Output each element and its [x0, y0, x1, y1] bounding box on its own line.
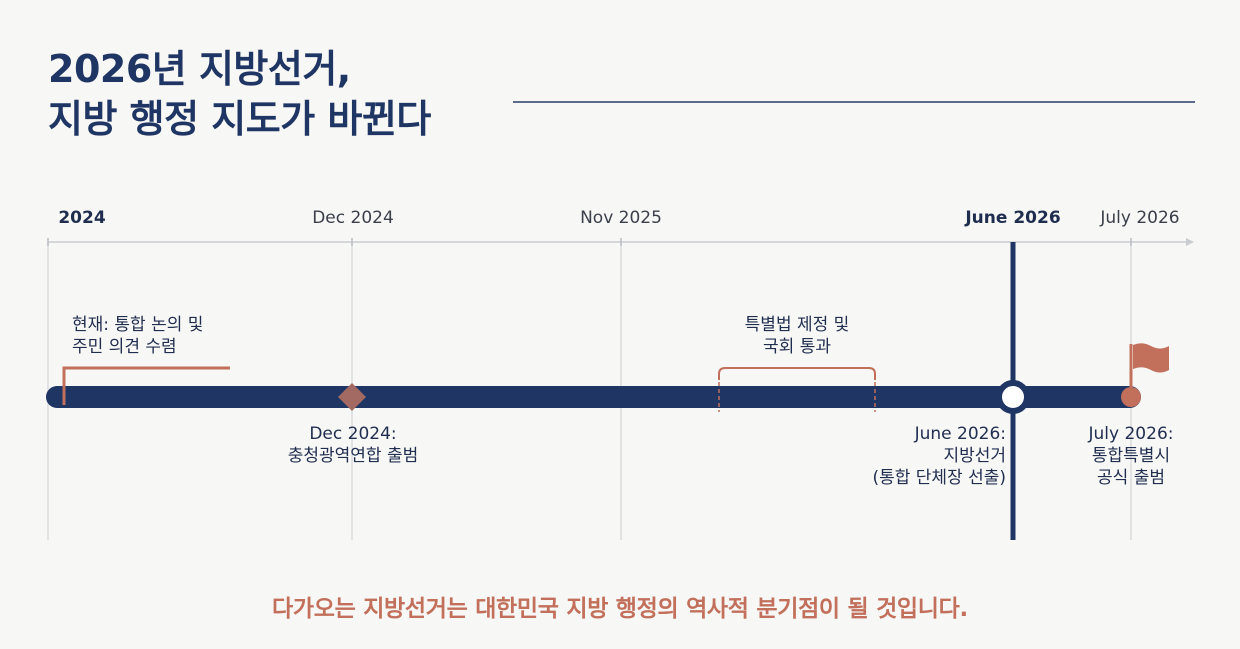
axis-label-july-2026: July 2026	[1100, 208, 1180, 228]
event-july-2026-line-3: 공식 출범	[1097, 468, 1165, 488]
event-special-law: 특별법 제정 및 국회 통과	[727, 314, 867, 358]
flag-icon	[1133, 343, 1169, 373]
title-divider	[513, 101, 1195, 103]
event-july-2026-line-1: July 2026:	[1088, 424, 1174, 444]
event-dec-2024-line-1: Dec 2024:	[309, 424, 397, 444]
title-line-1: 2026년 지방선거,	[48, 47, 351, 91]
event-july-2026: July 2026: 통합특별시 공식 출범	[1076, 423, 1186, 489]
june-2026-ring-icon	[996, 380, 1030, 414]
event-dec-2024-line-2: 충청광역연합 출범	[287, 446, 419, 466]
axis-label-june-2026: June 2026	[965, 208, 1061, 228]
footer-message: 다가오는 지방선거는 대한민국 지방 행정의 역사적 분기점이 될 것입니다.	[272, 596, 968, 622]
event-june-2026-line-3: (통합 단체장 선출)	[872, 468, 1006, 488]
axis-label-dec-2024: Dec 2024	[312, 208, 394, 228]
top-axis-arrow	[1186, 238, 1194, 246]
event-special-law-line-2: 국회 통과	[763, 337, 831, 357]
axis-label-nov-2025: Nov 2025	[580, 208, 662, 228]
event-june-2026: June 2026: 지방선거 (통합 단체장 선출)	[840, 423, 1006, 489]
event-special-law-line-1: 특별법 제정 및	[744, 315, 850, 335]
event-dec-2024: Dec 2024: 충청광역연합 출범	[272, 423, 434, 467]
now-bracket	[62, 366, 230, 405]
event-june-2026-line-1: June 2026:	[914, 424, 1006, 444]
axis-label-2024: 2024	[58, 208, 106, 228]
event-now-line-1: 현재: 통합 논의 및	[72, 315, 204, 335]
event-now: 현재: 통합 논의 및 주민 의견 수렴	[72, 314, 203, 358]
event-now-line-2: 주민 의견 수렴	[72, 337, 177, 357]
special-law-bracket	[718, 367, 876, 380]
page-title: 2026년 지방선거, 지방 행정 지도가 바뀐다	[48, 44, 431, 144]
july-2026-dot-icon	[1121, 387, 1141, 407]
dec-2024-diamond-icon	[338, 383, 366, 411]
event-july-2026-line-2: 통합특별시	[1091, 446, 1171, 466]
title-line-2: 지방 행정 지도가 바뀐다	[48, 97, 431, 141]
event-june-2026-line-2: 지방선거	[943, 446, 1006, 466]
